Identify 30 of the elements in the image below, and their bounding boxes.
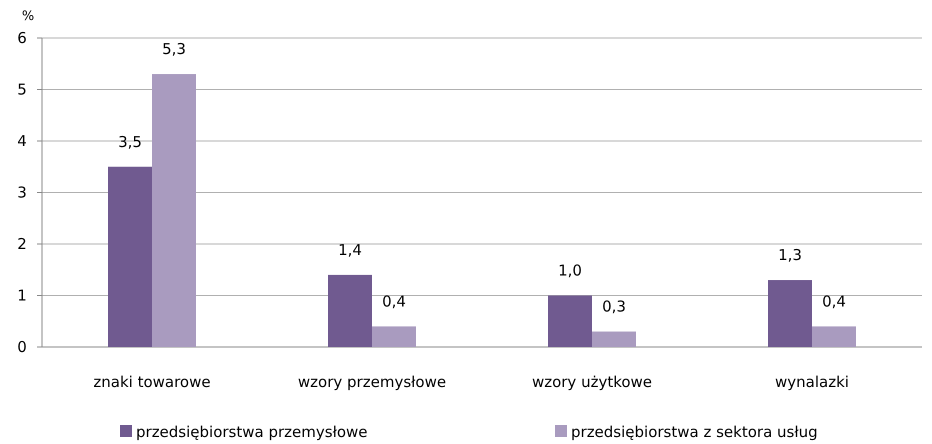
data-label: 3,5 xyxy=(118,132,142,151)
data-label: 1,4 xyxy=(338,240,362,259)
bar xyxy=(548,296,592,347)
x-tick-label: wzory użytkowe xyxy=(532,373,652,391)
bar xyxy=(328,274,372,347)
bar xyxy=(108,166,152,347)
y-tick-label: 1 xyxy=(17,286,27,304)
bar xyxy=(592,332,636,347)
y-tick-label: 5 xyxy=(17,80,27,98)
data-label: 5,3 xyxy=(162,40,186,58)
x-tick-label: znaki towarowe xyxy=(93,373,211,391)
data-label: 0,3 xyxy=(602,298,626,316)
y-axis-title: % xyxy=(22,9,34,24)
data-label: 0,4 xyxy=(382,292,406,310)
legend-label: przedsiębiorstwa z sektora usług xyxy=(571,423,818,441)
bar xyxy=(152,74,196,347)
data-label: 0,4 xyxy=(822,292,846,310)
y-tick-label: 2 xyxy=(17,235,27,253)
y-tick-label: 4 xyxy=(17,132,27,150)
bar xyxy=(812,326,856,347)
x-tick-label: wynalazki xyxy=(775,373,849,391)
y-tick-label: 6 xyxy=(17,29,27,47)
data-label: 1,0 xyxy=(558,262,582,280)
data-label: 1,3 xyxy=(778,246,802,264)
y-tick-label: 0 xyxy=(17,338,27,356)
bar xyxy=(372,326,416,347)
y-tick-label: 3 xyxy=(17,184,27,202)
legend-label: przedsiębiorstwa przemysłowe xyxy=(136,423,368,441)
x-tick-label: wzory przemysłowe xyxy=(298,373,446,391)
bar xyxy=(768,280,812,347)
